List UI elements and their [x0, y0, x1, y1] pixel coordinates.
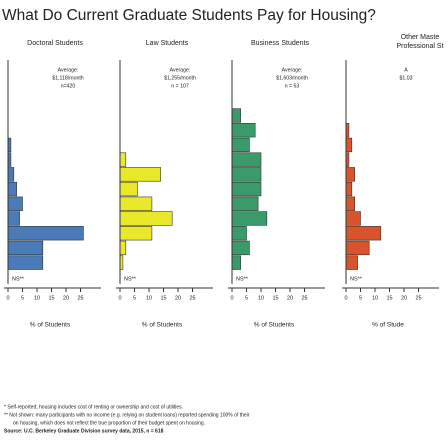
bar	[231, 181, 262, 197]
bar	[119, 211, 173, 226]
annotation: n = 107	[171, 83, 189, 89]
annotation: $1,03	[400, 75, 413, 81]
note: NS**	[350, 276, 363, 282]
bar	[119, 226, 153, 241]
bar	[7, 255, 44, 270]
bar	[345, 167, 355, 182]
bar	[345, 211, 361, 226]
bar	[231, 167, 262, 182]
bar	[7, 167, 15, 182]
x-tick-label: 5	[245, 295, 248, 301]
bar	[7, 240, 44, 256]
footnote: on housing, which does not reflect the t…	[13, 420, 205, 426]
bar	[119, 167, 161, 182]
bar	[345, 196, 355, 211]
annotation: A	[404, 67, 408, 73]
bar	[119, 196, 153, 211]
x-tick-label: 10	[34, 295, 40, 301]
bar	[345, 240, 370, 256]
x-tick-label: 20	[175, 295, 181, 301]
bar	[231, 137, 250, 153]
note: NS**	[12, 276, 25, 282]
x-tick-label: 15	[272, 295, 278, 301]
x-tick-label: 10	[146, 295, 152, 301]
chart-title: What Do Current Graduate Students Pay fo…	[2, 7, 376, 24]
annotation: $1,118/month	[52, 75, 83, 81]
x-tick-label: 10	[258, 295, 264, 301]
bar	[231, 255, 241, 270]
bar	[7, 226, 84, 241]
bar	[119, 240, 127, 256]
bar	[119, 152, 127, 167]
x-tick-label: 20	[287, 295, 293, 301]
note: NS**	[236, 276, 249, 282]
source: Source: U.C. Berkeley Graduate Division …	[4, 428, 164, 434]
bar	[345, 255, 358, 270]
bar	[7, 211, 20, 226]
bar	[345, 181, 353, 197]
x-tick-label: 0	[344, 295, 347, 301]
panel-title: Business Students	[251, 40, 309, 47]
annotation: Average:	[170, 67, 191, 73]
bar	[231, 152, 262, 167]
bar	[231, 240, 250, 256]
x-tick-label: 25	[301, 295, 307, 301]
x-tick-label: 20	[401, 295, 407, 301]
footnote: ** Not shown: many participants with no …	[4, 412, 250, 418]
panel-title: Law Students	[146, 40, 189, 47]
panel-title: Professional St	[396, 43, 443, 50]
x-axis-label: % of Students	[254, 322, 295, 329]
bar	[7, 181, 17, 197]
panel-title: Doctoral Students	[27, 40, 83, 47]
x-tick-label: 5	[133, 295, 136, 301]
x-tick-label: 0	[6, 295, 9, 301]
bar	[119, 181, 138, 197]
bar	[7, 196, 23, 211]
footnote: * Self-reported; housing includes cost o…	[4, 404, 183, 410]
bar	[231, 211, 268, 226]
panel-title: Other Maste	[401, 34, 440, 41]
annotation: n = 53	[285, 83, 300, 89]
x-tick-label: 20	[63, 295, 69, 301]
bar	[231, 226, 247, 241]
x-axis-label: % of Students	[30, 322, 71, 329]
x-axis-label: % of Students	[142, 322, 183, 329]
x-tick-label: 0	[118, 295, 121, 301]
note: NS**	[124, 276, 137, 282]
annotation: $1,255/month	[164, 75, 196, 81]
annotation: Average:	[282, 67, 303, 73]
x-tick-label: 0	[230, 295, 233, 301]
x-tick-label: 25	[77, 295, 83, 301]
x-tick-label: 10	[372, 295, 378, 301]
bar	[231, 108, 241, 123]
x-tick-label: 15	[386, 295, 392, 301]
x-tick-label: 5	[359, 295, 362, 301]
x-tick-label: 25	[189, 295, 195, 301]
annotation: Average:	[58, 67, 79, 73]
annotation: $1,603/month	[276, 75, 308, 81]
x-tick-label: 15	[160, 295, 166, 301]
bar	[231, 196, 259, 211]
x-axis-label: % of Stude	[372, 322, 404, 329]
bar	[231, 123, 256, 138]
annotation: n=420	[61, 83, 76, 89]
bar	[345, 226, 382, 241]
bar	[345, 137, 353, 153]
x-tick-label: 5	[21, 295, 24, 301]
x-tick-label: 15	[48, 295, 54, 301]
x-tick-label: 25	[415, 295, 421, 301]
